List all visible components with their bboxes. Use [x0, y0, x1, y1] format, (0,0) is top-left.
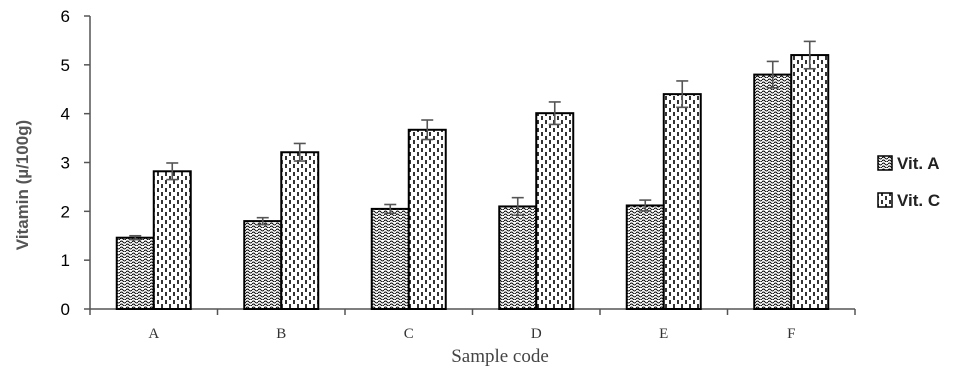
x-tick-label: D [531, 326, 542, 342]
legend: Vit. A Vit. C [877, 154, 940, 210]
bar-vit-c-d [535, 112, 575, 311]
bar-vit-a-c [370, 207, 410, 310]
tick-labels: 0 1 2 3 4 5 6 A B C D E F [61, 7, 796, 342]
error-bar [384, 203, 397, 215]
bar-vit-a-f [753, 73, 793, 310]
bar-vit-c-a [152, 170, 192, 310]
bar-vit-a-a [115, 236, 155, 311]
bar-vit-c-b [280, 151, 320, 310]
bar-vit-a-d [498, 205, 538, 310]
error-bar [766, 60, 779, 89]
legend-swatch-vit-a [877, 155, 893, 171]
error-bar [803, 40, 816, 70]
y-tick-label: 6 [61, 7, 70, 26]
y-tick-label: 5 [61, 56, 70, 75]
bar-vit-c-e [662, 93, 702, 310]
error-bar [256, 216, 269, 226]
y-axis-label: Vitamin (µ/100g) [13, 120, 32, 250]
x-tick-label: C [404, 326, 414, 342]
legend-swatch-vit-c [877, 192, 893, 208]
error-bar [676, 80, 689, 109]
error-bar [166, 162, 179, 181]
error-bar [511, 196, 524, 217]
error-bar [639, 199, 652, 212]
error-bar [548, 101, 561, 126]
bar-vit-c-c [407, 128, 447, 310]
x-axis-label: Sample code [451, 346, 549, 367]
x-tick-label: F [787, 326, 795, 342]
error-bar [293, 142, 306, 162]
y-tick-label: 4 [61, 105, 70, 124]
error-bar [129, 234, 142, 241]
x-tick-label: B [276, 326, 286, 342]
x-tick-label: A [148, 326, 159, 342]
y-tick-label: 0 [61, 300, 70, 319]
error-bars [129, 40, 816, 241]
bar-vit-a-e [625, 204, 665, 310]
y-tick-label: 1 [61, 251, 70, 270]
error-bar [421, 119, 434, 141]
y-tick-label: 2 [61, 202, 70, 221]
legend-label-vit-a: Vit. A [897, 154, 940, 173]
x-tick-label: E [659, 326, 668, 342]
bar-vit-a-b [243, 220, 283, 311]
legend-label-vit-c: Vit. C [897, 191, 940, 210]
bar-vit-c-f [790, 54, 830, 310]
axes [84, 15, 856, 315]
y-tick-label: 3 [61, 154, 70, 173]
bars [115, 54, 830, 311]
